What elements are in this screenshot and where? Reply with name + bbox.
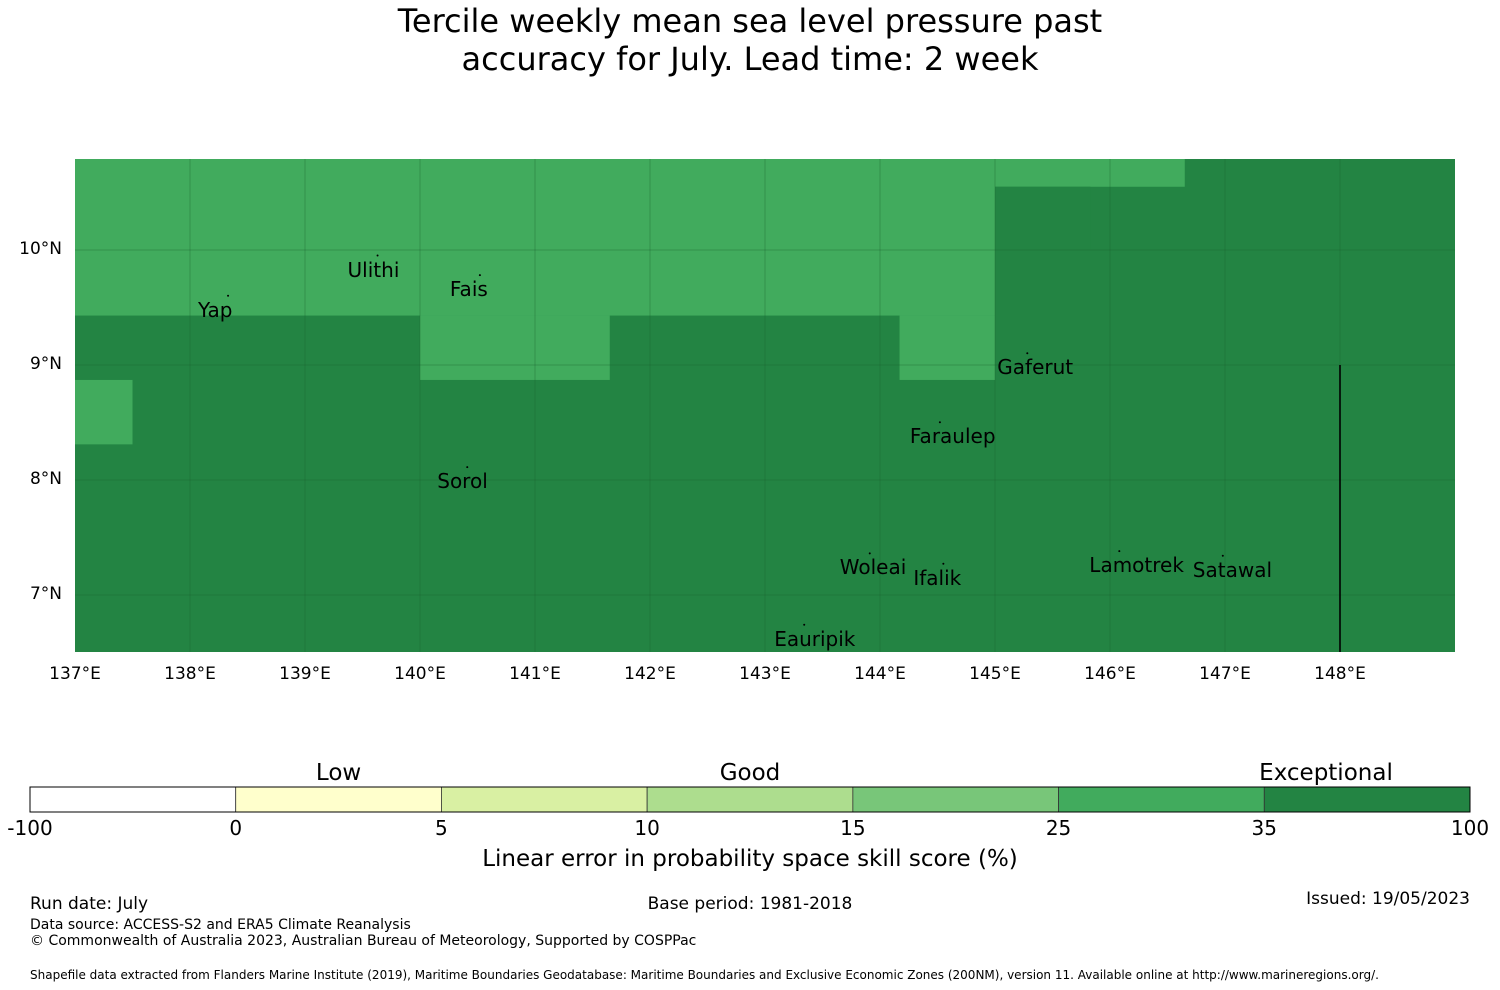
island-dot xyxy=(1026,352,1029,355)
colorbar-outline xyxy=(29,786,1471,813)
issued-date: Issued: 19/05/2023 xyxy=(1306,889,1470,909)
island-dot xyxy=(942,562,945,565)
colorbar-tick-label: 0 xyxy=(229,816,243,840)
place-label-woleai: Woleai xyxy=(839,555,907,580)
island-dot xyxy=(376,254,379,257)
lat-tick-label: 10°N xyxy=(19,239,62,259)
skill-cell-3 xyxy=(75,250,995,316)
run-date: Run date: July xyxy=(30,894,149,914)
colorbar-segment xyxy=(441,786,648,813)
lon-tick-label: 137°E xyxy=(49,664,101,684)
colorbar-segment xyxy=(235,786,442,813)
island-dot xyxy=(868,552,871,555)
colorbar-category-low: Low xyxy=(315,760,362,786)
place-label-satawal: Satawal xyxy=(1192,557,1273,582)
lat-tick-label: 7°N xyxy=(29,584,62,604)
copyright: © Commonwealth of Australia 2023, Austra… xyxy=(30,933,697,949)
colorbar-tick-label: 100 xyxy=(1450,816,1490,840)
place-label-yap: Yap xyxy=(198,297,233,322)
skill-cell-4 xyxy=(420,315,610,380)
island-dot xyxy=(227,294,230,297)
skill-score-cells xyxy=(75,159,1455,652)
island-dot xyxy=(1221,554,1224,557)
lon-tick-label: 143°E xyxy=(739,664,791,684)
skill-cell-2 xyxy=(995,159,1185,187)
colorbar-tick-label: 25 xyxy=(1045,816,1072,840)
island-dot xyxy=(1118,550,1121,553)
colorbar-category-exceptional: Exceptional xyxy=(1259,760,1393,786)
lon-tick-label: 138°E xyxy=(164,664,216,684)
colorbar-segment xyxy=(852,786,1059,813)
chart-title: Tercile weekly mean sea level pressure p… xyxy=(0,2,1500,78)
colorbar-tick-label: 10 xyxy=(634,816,660,840)
place-label-eauripik: Eauripik xyxy=(774,626,856,651)
island-dot xyxy=(466,466,469,469)
lon-tick-label: 147°E xyxy=(1199,664,1251,684)
place-label-faraulep: Faraulep xyxy=(909,424,996,449)
island-markers xyxy=(227,254,1224,626)
colorbar-label: Linear error in probability space skill … xyxy=(482,846,1018,872)
island-dot xyxy=(803,623,806,626)
colorbar-tick-label: -100 xyxy=(7,816,53,840)
place-label-sorol: Sorol xyxy=(437,469,488,494)
title-line-2: accuracy for July. Lead time: 2 week xyxy=(461,40,1039,78)
base-period: Base period: 1981-2018 xyxy=(647,894,853,914)
lon-tick-label: 139°E xyxy=(279,664,331,684)
data-source: Data source: ACCESS-S2 and ERA5 Climate … xyxy=(30,917,411,933)
shapefile-credit: Shapefile data extracted from Flanders M… xyxy=(30,968,1379,982)
place-label-fais: Fais xyxy=(449,277,488,302)
place-label-ifalik: Ifalik xyxy=(913,565,962,590)
skill-cell-7 xyxy=(995,186,1091,250)
lon-tick-label: 144°E xyxy=(854,664,906,684)
lon-tick-label: 140°E xyxy=(394,664,446,684)
skill-cell-1 xyxy=(75,159,995,250)
colorbar-segment xyxy=(1263,786,1471,813)
colorbar-category-good: Good xyxy=(719,760,781,786)
colorbar-tick-label: 35 xyxy=(1251,816,1277,840)
lat-tick-label: 9°N xyxy=(29,354,62,374)
place-label-lamotrek: Lamotrek xyxy=(1089,553,1184,578)
lon-tick-label: 148°E xyxy=(1314,664,1366,684)
lon-tick-label: 142°E xyxy=(624,664,676,684)
island-dot xyxy=(478,274,481,277)
colorbar-tick-label: 15 xyxy=(840,816,866,840)
lon-tick-label: 146°E xyxy=(1084,664,1136,684)
title-line-1: Tercile weekly mean sea level pressure p… xyxy=(397,2,1103,40)
skill-cell-5 xyxy=(899,315,995,380)
colorbar xyxy=(29,786,1471,813)
place-label-gaferut: Gaferut xyxy=(997,355,1074,380)
colorbar-segment xyxy=(29,786,237,813)
skill-cell-6 xyxy=(75,379,133,445)
colorbar-segment xyxy=(1058,786,1265,813)
lon-tick-label: 141°E xyxy=(509,664,561,684)
lat-tick-label: 8°N xyxy=(29,469,62,489)
place-label-ulithi: Ulithi xyxy=(347,257,400,282)
colorbar-segment xyxy=(646,786,854,813)
colorbar-tick-label: 5 xyxy=(435,816,448,840)
lon-tick-label: 145°E xyxy=(969,664,1021,684)
island-dot xyxy=(938,421,941,424)
